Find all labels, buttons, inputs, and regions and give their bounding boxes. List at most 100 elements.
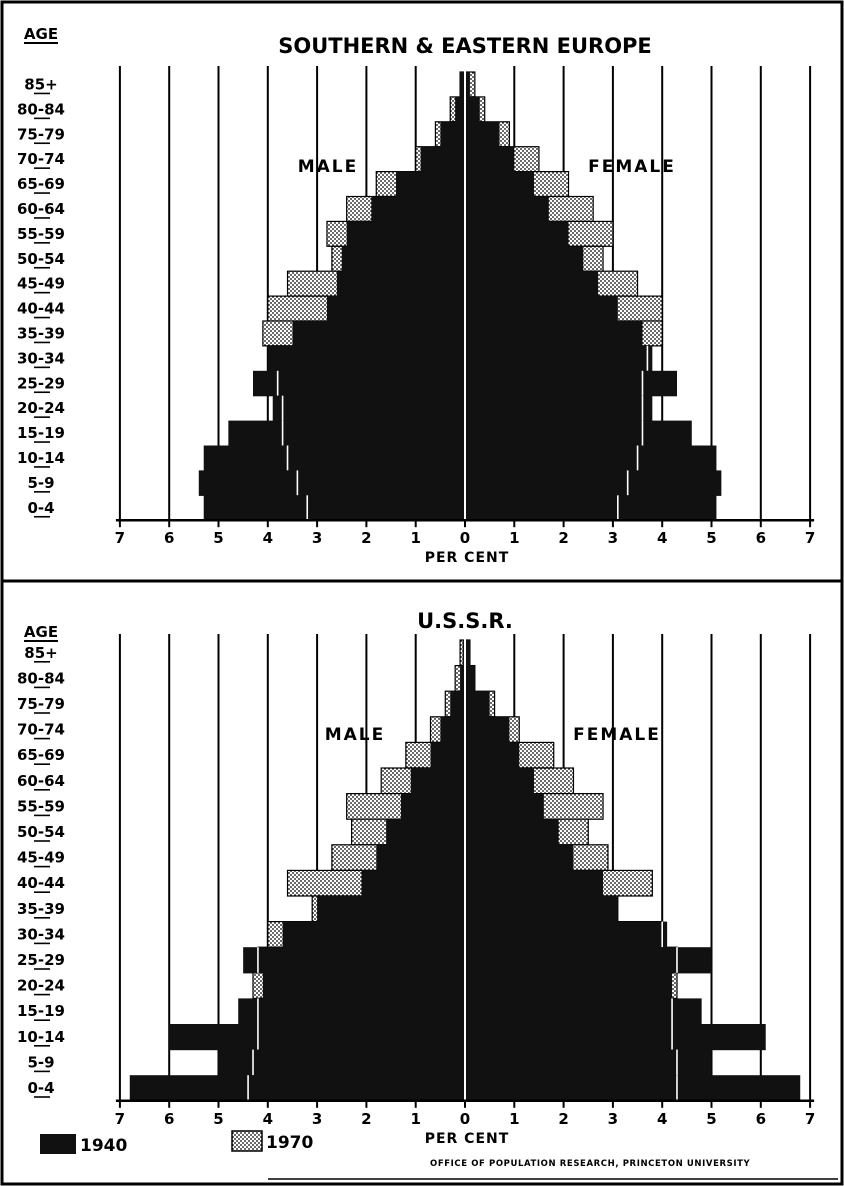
bar-female-1940	[465, 321, 643, 347]
bar-female-1940	[465, 221, 569, 247]
x-tick-label: 4	[263, 529, 273, 547]
bar-male-1940	[440, 716, 465, 743]
x-tick-label: 6	[164, 1110, 174, 1128]
age-label: 15-19	[17, 1002, 65, 1020]
credit-line: OFFICE OF POPULATION RESEARCH, PRINCETON…	[430, 1159, 751, 1169]
bar-female-1940	[465, 1075, 801, 1102]
bar-female-1940	[465, 296, 618, 322]
bar-male-1940	[169, 1024, 465, 1051]
legend-label-1970: 1970	[266, 1133, 313, 1153]
bar-male-1940	[326, 296, 465, 322]
age-label: 80-84	[17, 669, 65, 687]
bar-male-1940	[243, 947, 465, 974]
x-tick-label: 3	[608, 529, 618, 547]
x-tick-label: 0	[460, 529, 470, 547]
bar-male-1940	[440, 121, 465, 148]
bar-female-1940	[465, 896, 618, 923]
age-label: 20-24	[17, 977, 65, 995]
bar-male-1940	[361, 870, 465, 897]
bar-male-1940	[341, 246, 465, 272]
age-label: 75-79	[17, 695, 65, 713]
x-tick-label: 5	[706, 529, 716, 547]
bar-male-1940	[253, 370, 465, 397]
age-label: 50-54	[17, 823, 65, 841]
x-tick-label: 7	[805, 529, 815, 547]
bar-female-1940	[465, 1024, 766, 1051]
bar-female-1940	[465, 495, 717, 521]
bar-female-1940	[465, 146, 515, 173]
age-label: 40-44	[17, 874, 65, 892]
x-tick-label: 3	[608, 1110, 618, 1128]
age-label: 10-14	[17, 1028, 65, 1046]
age-label: 0-4	[27, 499, 54, 517]
bar-female-1940	[465, 793, 544, 820]
age-label: 60-64	[17, 200, 65, 218]
age-label: 40-44	[17, 300, 65, 318]
bar-female-1940	[465, 370, 677, 397]
bar-male-1940	[410, 768, 465, 795]
bar-female-1940	[465, 768, 535, 795]
age-label: 30-34	[17, 925, 65, 943]
bar-male-1940	[272, 395, 465, 422]
age-label: 60-64	[17, 772, 65, 790]
bar-female-1940	[465, 345, 653, 372]
age-label: 20-24	[17, 399, 65, 417]
bar-male-1940	[462, 640, 465, 667]
bar-female-1940	[465, 420, 692, 447]
x-tick-label: 4	[263, 1110, 273, 1128]
x-tick-label: 1	[509, 529, 519, 547]
bar-female-1940	[465, 691, 490, 718]
x-tick-label: 2	[361, 1110, 371, 1128]
age-label: 80-84	[17, 100, 65, 118]
age-label: 10-14	[17, 449, 65, 467]
bar-female-1940	[465, 72, 470, 98]
x-tick-label: 7	[115, 529, 125, 547]
bar-male-1940	[198, 470, 465, 496]
bar-female-1940	[465, 196, 549, 222]
x-tick-label: 2	[361, 529, 371, 547]
age-label: 45-49	[17, 275, 65, 293]
bar-male-1940	[218, 1049, 465, 1076]
chart-panel-2: U.S.S.R. 7 6 5 4 3 2 1 0 1 2 3 4 5 6 7 PER CENT MALE FEMAL…	[17, 609, 815, 1147]
legend-label-1940: 1940	[80, 1136, 127, 1156]
x-tick-label: 2	[558, 529, 568, 547]
x-tick-label: 1	[410, 529, 420, 547]
bar-male-1940	[371, 196, 465, 222]
bar-female-1940	[465, 395, 653, 422]
bar-female-1940	[465, 171, 535, 198]
age-label: 50-54	[17, 250, 65, 268]
age-label: 45-49	[17, 849, 65, 867]
legend-swatch-1940	[40, 1134, 76, 1154]
x-axis-title: PER CENT	[425, 550, 510, 566]
chart-title: U.S.S.R.	[417, 609, 513, 633]
x-axis-title: PER CENT	[425, 1131, 510, 1147]
bar-female-1940	[465, 998, 702, 1025]
x-tick-label: 6	[164, 529, 174, 547]
bar-female-1940	[465, 445, 717, 471]
x-tick-label: 7	[115, 1110, 125, 1128]
age-label: 5-9	[27, 1053, 54, 1071]
legend-swatch-1970	[231, 1130, 263, 1152]
age-label: 25-29	[17, 951, 65, 969]
x-tick-label: 7	[805, 1110, 815, 1128]
bar-male-1940	[129, 1075, 465, 1102]
bar-male-1940	[282, 921, 465, 948]
bar-male-1940	[346, 221, 465, 247]
female-label: FEMALE	[588, 157, 676, 177]
x-tick-label: 6	[756, 1110, 766, 1128]
bar-female-1940	[465, 819, 559, 846]
x-tick-label: 5	[706, 1110, 716, 1128]
bar-male-1940	[386, 819, 465, 846]
bar-male-1940	[203, 445, 465, 471]
x-tick-label: 3	[312, 529, 322, 547]
bar-female-1940	[465, 271, 599, 297]
bar-male-1940	[460, 665, 465, 692]
age-label: 5-9	[27, 474, 54, 492]
age-label: 55-59	[17, 797, 65, 815]
bar-male-1940	[238, 998, 465, 1025]
bar-male-1940	[267, 345, 465, 372]
bar-female-1940	[465, 716, 510, 743]
bar-female-1940	[465, 742, 520, 769]
bar-male-1940	[203, 495, 465, 521]
age-label: 0-4	[27, 1079, 54, 1097]
